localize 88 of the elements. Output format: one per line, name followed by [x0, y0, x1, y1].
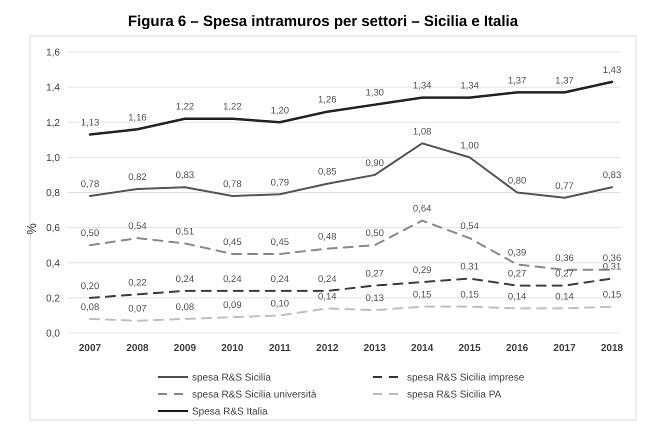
data-label: 0,48	[318, 232, 337, 243]
x-tick-label: 2018	[600, 343, 624, 354]
data-label: 0,36	[602, 252, 622, 264]
data-label: 1,20	[270, 105, 290, 116]
data-label: 0,45	[223, 236, 242, 248]
data-label: 0,24	[270, 274, 290, 285]
data-label: 0,39	[508, 248, 526, 259]
x-tick-label: 2015	[458, 343, 482, 354]
legend-label: spesa R&S Sicilia università	[192, 390, 317, 400]
data-label: 0,85	[318, 166, 337, 178]
data-label: 1,00	[460, 140, 479, 152]
data-label: 1,13	[80, 118, 100, 129]
data-label: 1,43	[602, 64, 622, 76]
data-label: 1,34	[412, 80, 432, 92]
data-label: 0,24	[318, 274, 337, 285]
data-label: 1,37	[508, 75, 526, 86]
y-tick-label: 0,2	[46, 293, 60, 304]
y-tick-label: 1,0	[46, 152, 60, 164]
data-label: 1,22	[176, 102, 194, 113]
data-label: 0,07	[128, 304, 147, 315]
data-label: 0,78	[80, 179, 100, 190]
data-label: 0,82	[128, 172, 147, 183]
data-label: 1,30	[365, 88, 384, 99]
data-label: 0,14	[318, 291, 337, 302]
data-label: 0,78	[223, 179, 242, 190]
data-label: 0,27	[555, 268, 574, 280]
y-tick-label: 0,4	[46, 258, 60, 270]
data-label: 0,51	[176, 226, 194, 238]
y-tick-label: 1,6	[46, 48, 60, 58]
data-label: 1,16	[128, 112, 147, 124]
y-tick-label: 0,0	[46, 328, 60, 340]
data-label: 0,09	[223, 300, 242, 312]
x-tick-label: 2014	[411, 343, 434, 354]
x-tick-label: 2016	[506, 343, 529, 354]
data-label: 0,83	[176, 170, 194, 182]
data-label: 0,54	[128, 221, 147, 232]
data-label: 0,50	[80, 228, 100, 240]
data-label: 0,15	[602, 290, 622, 301]
data-label: 0,45	[270, 236, 290, 248]
data-label: 0,27	[508, 268, 526, 280]
data-label: 0,77	[555, 180, 574, 192]
data-label: 0,64	[412, 204, 432, 215]
x-tick-label: 2007	[78, 343, 102, 354]
x-tick-label: 2017	[553, 343, 576, 354]
data-label: 1,22	[223, 102, 242, 113]
y-axis-title: %	[24, 222, 39, 235]
y-tick-label: 1,2	[46, 118, 60, 129]
x-tick-label: 2010	[221, 343, 244, 354]
data-label: 0,27	[365, 268, 384, 280]
x-tick-label: 2012	[316, 343, 339, 354]
data-label: 0,14	[508, 291, 526, 302]
data-label: 0,24	[223, 274, 242, 285]
data-label: 0,50	[365, 228, 384, 240]
data-label: 0,10	[270, 298, 290, 310]
data-label: 0,20	[80, 280, 100, 292]
legend-label: spesa R&S Sicilia	[192, 372, 272, 384]
x-tick-label: 2013	[364, 343, 386, 354]
data-label: 0,29	[412, 265, 432, 276]
legend-label: spesa R&S Sicilia PA	[407, 390, 502, 400]
data-label: 1,08	[412, 126, 432, 138]
y-tick-label: 1,4	[46, 82, 60, 94]
data-label: 0,24	[176, 274, 194, 285]
data-label: 1,34	[460, 80, 479, 92]
data-label: 0,79	[270, 177, 290, 188]
y-tick-label: 0,8	[46, 188, 60, 199]
data-label: 0,15	[460, 290, 479, 301]
data-label: 1,26	[318, 94, 337, 106]
data-label: 0,08	[176, 302, 194, 313]
data-label: 0,83	[602, 170, 622, 182]
legend-label: spesa R&S Sicilia imprese	[407, 372, 525, 384]
data-label: 0,80	[508, 176, 526, 186]
y-tick-label: 0,6	[46, 223, 60, 234]
data-label: 0,22	[128, 277, 147, 288]
x-tick-label: 2008	[126, 343, 150, 354]
data-label: 0,08	[80, 302, 100, 313]
data-label: 0,90	[365, 158, 384, 169]
data-label: 0,14	[555, 291, 574, 302]
data-label: 0,54	[460, 221, 479, 232]
x-tick-label: 2011	[268, 343, 292, 354]
x-tick-label: 2009	[174, 343, 196, 354]
data-label: 1,37	[555, 75, 574, 86]
data-label: 0,31	[460, 262, 479, 273]
data-label: 0,13	[365, 293, 384, 304]
data-label: 0,36	[555, 252, 574, 264]
data-label: 0,15	[412, 290, 432, 301]
chart-title: Figura 6 – Spesa intramuros per settori – Sicilia e Italia	[128, 13, 519, 30]
data-label: 0,31	[602, 262, 622, 273]
legend-label: Spesa R&S Italia	[192, 406, 268, 418]
